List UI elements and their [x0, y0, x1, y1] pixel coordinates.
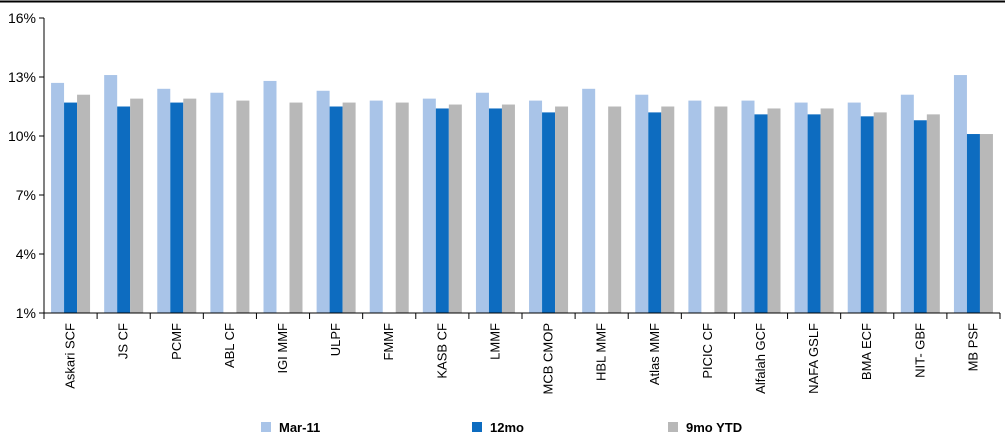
- x-tick-label: ULPF: [328, 323, 343, 356]
- bar-9mo-ytd: [873, 112, 887, 314]
- x-axis: Askari SCF JS CF PCMF ABL CF IGI MMF ULPF FMMF…: [43, 312, 1001, 395]
- x-tick-label: NIT- GBF: [912, 323, 927, 378]
- x-tick-label: NAFA GSLF: [806, 323, 821, 394]
- legend-label: 12mo: [490, 420, 524, 435]
- y-tick-label: 10%: [8, 128, 36, 144]
- bar-9mo-ytd: [236, 100, 250, 313]
- bar-9mo-ytd: [820, 108, 834, 313]
- y-axis: 1% 4% 7% 10% 13% 16%: [8, 10, 45, 321]
- bar-12mo: [64, 102, 78, 313]
- x-tick-label: BMA ECF: [859, 323, 874, 380]
- bar-9mo-ytd: [395, 102, 409, 313]
- bar-12mo: [860, 116, 874, 313]
- bar-9mo-ytd: [501, 104, 515, 314]
- bar-mar-11: [529, 100, 543, 313]
- bar-9mo-ytd: [342, 102, 356, 313]
- bar-9mo-ytd: [926, 114, 940, 313]
- bar-mar-11: [900, 94, 914, 313]
- bar-9mo-ytd: [767, 108, 781, 313]
- y-tick-label: 16%: [8, 10, 36, 26]
- bar-9mo-ytd: [183, 98, 197, 313]
- bar-mar-11: [847, 102, 861, 313]
- bar-12mo: [117, 106, 131, 313]
- y-tick-label: 13%: [8, 69, 36, 85]
- x-tick-label: HBL MMF: [594, 323, 609, 381]
- bar-12mo: [488, 108, 502, 313]
- bar-12mo: [807, 114, 821, 313]
- bar-12mo: [435, 108, 449, 313]
- bar-9mo-ytd: [714, 106, 728, 313]
- y-tick-label: 4%: [16, 246, 36, 262]
- bar-12mo: [648, 112, 662, 314]
- bar-mar-11: [688, 100, 702, 313]
- bar-12mo: [329, 106, 343, 313]
- bar-9mo-ytd: [661, 106, 675, 313]
- bar-mar-11: [210, 92, 224, 313]
- x-tick-label: MB PSF: [965, 323, 980, 371]
- bar-9mo-ytd: [289, 102, 303, 313]
- x-tick-label: IGI MMF: [275, 323, 290, 374]
- bar-mar-11: [263, 80, 277, 313]
- legend-label: Mar-11: [279, 420, 320, 435]
- bar-mar-11: [104, 75, 118, 314]
- bar-mar-11: [316, 90, 330, 314]
- bar-mar-11: [741, 100, 755, 313]
- legend-label: 9mo YTD: [686, 420, 742, 435]
- x-tick-label: FMMF: [381, 323, 396, 361]
- legend: Mar-11 12mo 9mo YTD: [261, 420, 742, 435]
- bar-mar-11: [157, 88, 171, 313]
- bars: [51, 75, 993, 314]
- legend-swatch: [261, 422, 271, 432]
- bar-9mo-ytd: [130, 98, 144, 313]
- bar-mar-11: [582, 88, 596, 313]
- bar-9mo-ytd: [608, 106, 622, 313]
- x-tick-label: PICIC CF: [700, 323, 715, 379]
- bar-9mo-ytd: [979, 134, 993, 313]
- bar-mar-11: [794, 102, 808, 313]
- x-tick-label: Alfalah GCF: [753, 323, 768, 394]
- bar-12mo: [170, 102, 184, 313]
- bar-mar-11: [422, 98, 436, 313]
- x-tick-label: LMMF: [487, 323, 502, 360]
- legend-swatch: [472, 422, 482, 432]
- y-tick-label: 1%: [16, 305, 36, 321]
- bar-9mo-ytd: [555, 106, 569, 313]
- x-tick-label: ABL CF: [222, 323, 237, 368]
- bar-12mo: [754, 114, 768, 313]
- bar-mar-11: [953, 75, 967, 314]
- x-tick-label: JS CF: [116, 323, 131, 359]
- bar-12mo: [913, 120, 927, 314]
- x-tick-label: KASB CF: [434, 323, 449, 379]
- x-tick-label: Atlas MMF: [647, 323, 662, 385]
- x-tick-label: Askari SCF: [63, 323, 78, 389]
- bar-mar-11: [51, 82, 65, 314]
- bar-mar-11: [369, 100, 383, 313]
- y-tick-label: 7%: [16, 187, 36, 203]
- x-tick-label: MCB CMOP: [541, 323, 556, 395]
- bar-mar-11: [475, 92, 489, 313]
- bar-12mo: [966, 134, 980, 313]
- bar-9mo-ytd: [77, 94, 91, 313]
- x-tick-label: PCMF: [169, 323, 184, 360]
- bar-9mo-ytd: [448, 104, 462, 314]
- bar-12mo: [542, 112, 556, 314]
- legend-swatch: [668, 422, 678, 432]
- bar-mar-11: [635, 94, 649, 313]
